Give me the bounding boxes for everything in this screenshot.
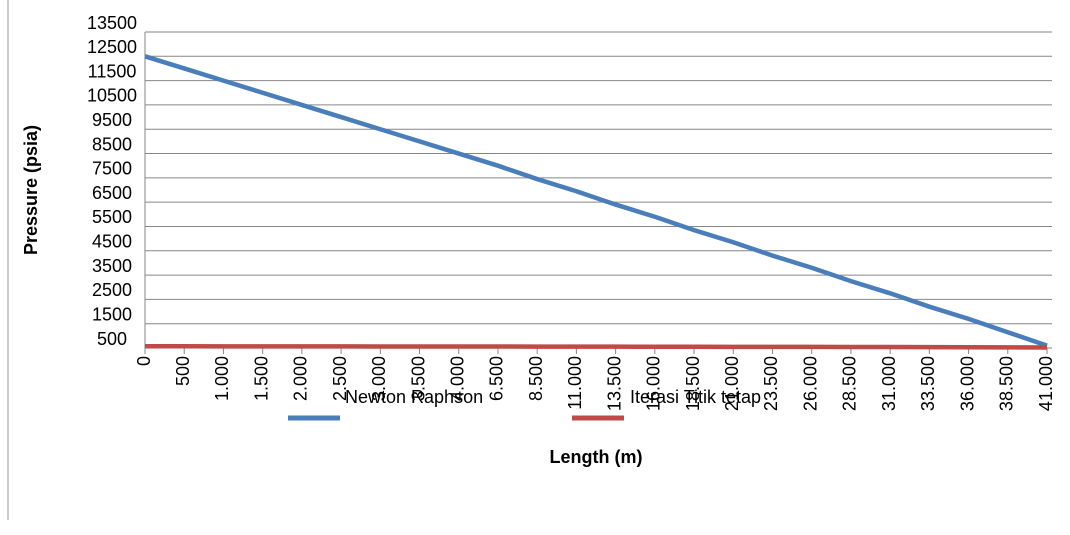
series-line (145, 344, 1048, 350)
x-tick-label: 31.000 (879, 356, 899, 411)
x-tick-label: 11.000 (565, 356, 585, 410)
x-tick-label: 1.500 (251, 356, 271, 401)
x-tick-label: 33.500 (918, 356, 938, 411)
x-tick-label: 500 (173, 356, 193, 386)
x-tick-label: 3.500 (408, 356, 428, 401)
y-tick-label: 12500 (87, 37, 137, 57)
x-tick-label: 6.500 (487, 356, 507, 401)
y-tick-label: 2500 (92, 280, 132, 300)
x-tick-label: 0 (134, 356, 154, 366)
y-tick-label: 500 (97, 329, 127, 349)
x-tick-label: 21.000 (722, 356, 742, 411)
x-tick-label: 13.500 (604, 356, 624, 411)
y-tick-label: 3500 (92, 256, 132, 276)
x-tick-label: 38.500 (997, 356, 1017, 411)
y-tick-label: 6500 (92, 183, 132, 203)
x-tick-label: 41.000 (1036, 356, 1056, 411)
legend-label: Iterasi Titik tetap (630, 387, 761, 407)
x-tick-label: 3.000 (369, 356, 389, 401)
y-tick-label: 11500 (88, 61, 137, 81)
legend-label: Newton Raphson (345, 387, 483, 407)
x-tick-label: 16.000 (644, 356, 664, 411)
y-tick-label: 4500 (92, 232, 132, 252)
y-tick-label: 13500 (87, 13, 137, 33)
x-tick-label: 28.500 (840, 356, 860, 411)
x-tick-label: 2.500 (330, 356, 350, 401)
y-tick-label: 10500 (87, 86, 137, 106)
x-tick-label: 4.000 (447, 356, 467, 401)
x-tick-label: 8.500 (526, 356, 546, 401)
series-line (144, 54, 1048, 348)
x-tick-label: 18.500 (683, 356, 703, 411)
y-tick-label: 7500 (92, 159, 132, 179)
y-tick-label: 9500 (92, 110, 132, 130)
x-tick-label: 26.000 (800, 356, 820, 411)
x-tick-label: 2.000 (291, 356, 311, 401)
x-tick-label: 1.000 (212, 356, 232, 401)
y-axis-title: Pressure (psia) (21, 125, 41, 255)
y-tick-label: 1500 (92, 304, 132, 324)
x-tick-label: 36.000 (957, 356, 977, 411)
x-tick-label: 23.500 (761, 356, 781, 411)
y-tick-label: 8500 (92, 134, 132, 154)
y-tick-label: 5500 (92, 207, 132, 227)
x-axis-title: Length (m) (550, 447, 643, 467)
